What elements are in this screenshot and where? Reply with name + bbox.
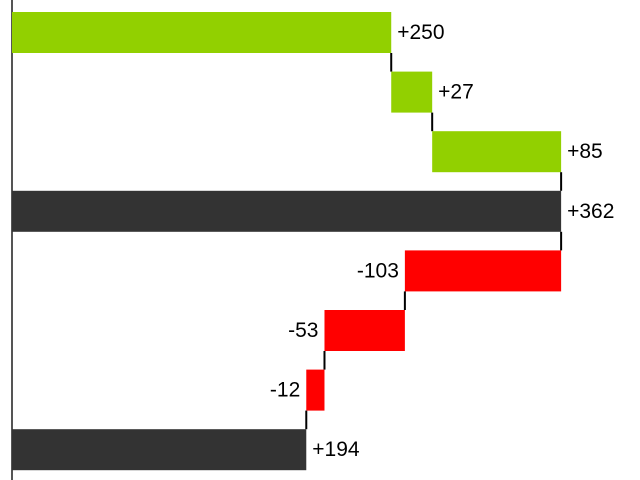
bar — [324, 310, 405, 351]
value-label: -53 — [288, 319, 318, 342]
value-label: +85 — [567, 140, 603, 163]
value-label: -103 — [357, 259, 399, 282]
bar — [12, 429, 307, 471]
value-label: +250 — [397, 21, 444, 44]
bar — [404, 250, 562, 292]
bar — [12, 190, 562, 232]
bar — [432, 131, 562, 173]
bar — [391, 71, 433, 113]
value-label: +27 — [438, 81, 474, 104]
value-label: -12 — [270, 379, 300, 402]
bar — [12, 12, 392, 53]
value-label: +194 — [312, 438, 360, 461]
value-label: +362 — [567, 200, 614, 223]
bar — [306, 369, 325, 411]
